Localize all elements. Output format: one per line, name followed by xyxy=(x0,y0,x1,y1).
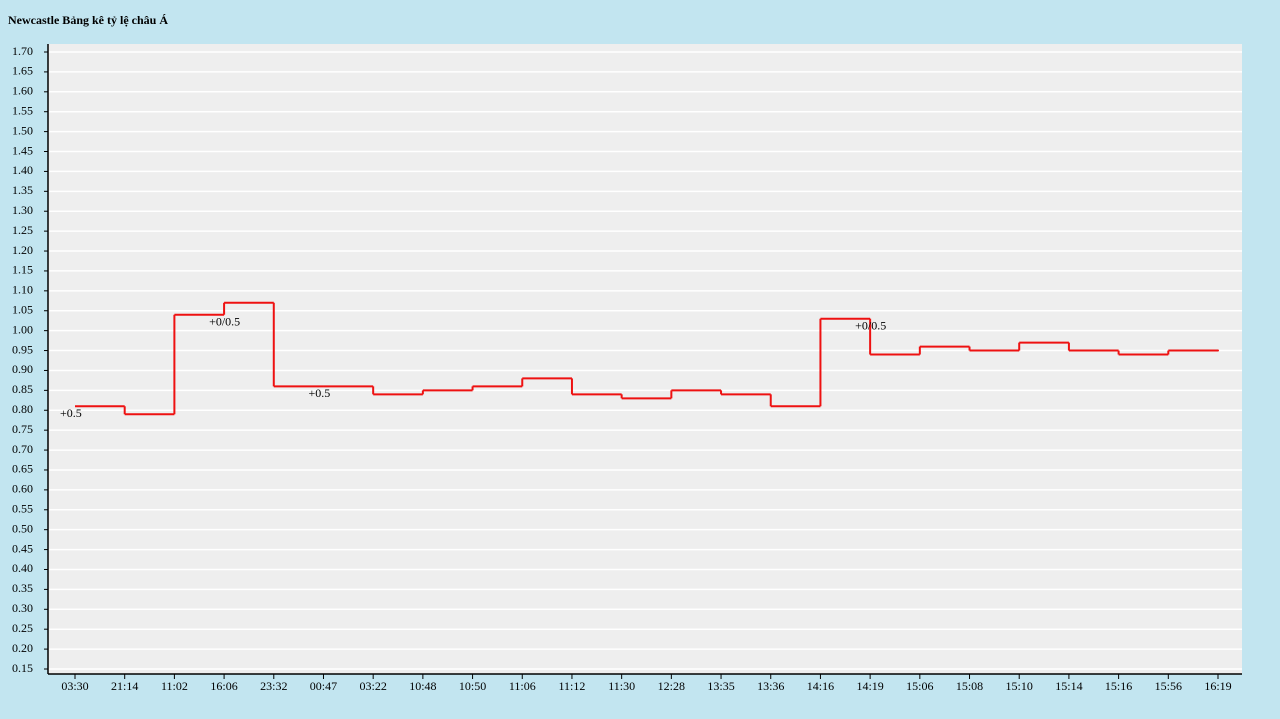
y-tick-label: 0.45 xyxy=(12,541,33,555)
step-point xyxy=(1217,349,1219,352)
plot-area xyxy=(48,44,1242,674)
annotation: +0/0.5 xyxy=(209,314,240,328)
x-tick-label: 15:10 xyxy=(1006,679,1033,693)
y-tick-label: 0.50 xyxy=(12,521,33,535)
chart-title: Newcastle Bảng kê tỷ lệ châu Á xyxy=(8,13,168,27)
x-tick-label: 11:12 xyxy=(559,679,586,693)
annotation: +0.5 xyxy=(60,406,82,420)
y-tick-label: 1.30 xyxy=(12,203,33,217)
y-tick-label: 0.35 xyxy=(12,581,33,595)
y-tick-label: 0.60 xyxy=(12,482,33,496)
y-tick-label: 0.30 xyxy=(12,601,33,615)
x-tick-label: 03:30 xyxy=(61,679,88,693)
y-tick-label: 1.10 xyxy=(12,283,33,297)
y-tick-label: 0.40 xyxy=(12,561,33,575)
x-tick-label: 11:02 xyxy=(161,679,188,693)
x-tick-label: 11:30 xyxy=(608,679,635,693)
x-tick-label: 15:14 xyxy=(1055,679,1082,693)
x-tick-label: 10:48 xyxy=(409,679,436,693)
y-tick-label: 0.85 xyxy=(12,382,33,396)
y-tick-label: 0.80 xyxy=(12,402,33,416)
y-tick-label: 1.35 xyxy=(12,183,33,197)
y-tick-label: 1.65 xyxy=(12,64,33,78)
x-tick-label: 14:16 xyxy=(807,679,834,693)
x-tick-label: 16:06 xyxy=(210,679,237,693)
y-tick-label: 0.65 xyxy=(12,462,33,476)
y-tick-label: 1.20 xyxy=(12,243,33,257)
y-tick-label: 1.40 xyxy=(12,163,33,177)
x-tick-label: 15:08 xyxy=(956,679,983,693)
y-tick-label: 1.25 xyxy=(12,223,33,237)
y-tick-label: 0.55 xyxy=(12,502,33,516)
x-tick-label: 03:22 xyxy=(360,679,387,693)
y-tick-label: 0.95 xyxy=(12,342,33,356)
annotation: +0.5 xyxy=(308,386,330,400)
y-tick-label: 1.50 xyxy=(12,123,33,137)
y-tick-label: 0.20 xyxy=(12,641,33,655)
y-tick-label: 1.60 xyxy=(12,84,33,98)
x-tick-label: 13:36 xyxy=(757,679,784,693)
y-tick-label: 0.90 xyxy=(12,362,33,376)
x-tick-label: 13:35 xyxy=(707,679,734,693)
x-tick-label: 15:06 xyxy=(906,679,933,693)
y-tick-label: 0.15 xyxy=(12,661,33,675)
x-tick-label: 10:50 xyxy=(459,679,486,693)
x-tick-label: 12:28 xyxy=(658,679,685,693)
x-tick-label: 15:16 xyxy=(1105,679,1132,693)
x-tick-label: 23:32 xyxy=(260,679,287,693)
y-tick-label: 0.75 xyxy=(12,422,33,436)
y-tick-label: 1.00 xyxy=(12,322,33,336)
y-tick-label: 1.45 xyxy=(12,143,33,157)
x-tick-label: 16:19 xyxy=(1204,679,1231,693)
x-tick-label: 21:14 xyxy=(111,679,138,693)
x-tick-label: 15:56 xyxy=(1155,679,1182,693)
x-tick-label: 11:06 xyxy=(509,679,536,693)
y-tick-label: 1.70 xyxy=(12,44,33,58)
x-tick-label: 14:19 xyxy=(856,679,883,693)
x-tick-label: 00:47 xyxy=(310,679,337,693)
y-tick-label: 1.55 xyxy=(12,103,33,117)
y-tick-label: 0.70 xyxy=(12,442,33,456)
y-tick-label: 1.05 xyxy=(12,302,33,316)
annotation: +0/0.5 xyxy=(855,318,886,332)
y-tick-label: 1.15 xyxy=(12,263,33,277)
y-tick-label: 0.25 xyxy=(12,621,33,635)
